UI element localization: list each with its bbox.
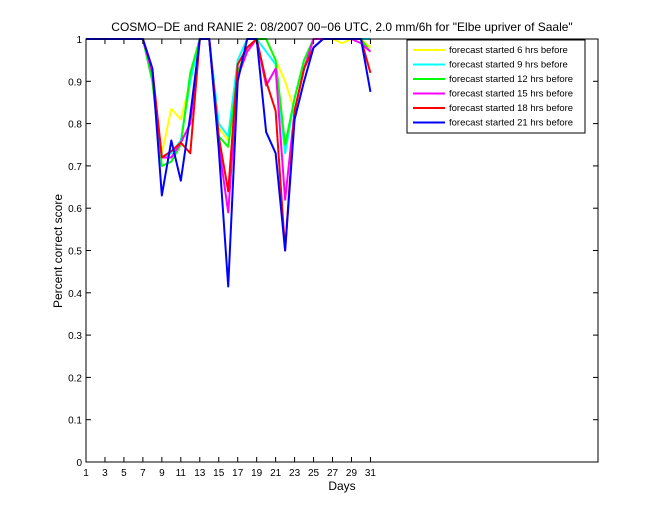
x-tick-label: 1 bbox=[83, 468, 89, 479]
x-tick-label: 25 bbox=[308, 468, 320, 479]
axes: 1 3 5 7 9 11 13 15 17 19 21 23 25 27 29 31 00.10.20.30.… bbox=[68, 35, 599, 479]
x-tick-label: 15 bbox=[213, 468, 225, 479]
legend-label: forecast started 6 hrs before bbox=[449, 45, 568, 56]
y-tick-label: 1 bbox=[76, 35, 82, 46]
x-tick-label: 27 bbox=[327, 468, 339, 479]
y-tick-label: 0.7 bbox=[68, 162, 82, 173]
legend: forecast started 6 hrs before forecast st… bbox=[406, 39, 586, 134]
legend-label: forecast started 18 hrs before bbox=[449, 103, 573, 114]
x-tick-label: 31 bbox=[365, 468, 377, 479]
legend-label: forecast started 21 hrs before bbox=[449, 118, 573, 129]
legend-label: forecast started 12 hrs before bbox=[449, 74, 573, 85]
x-tick-label: 29 bbox=[346, 468, 358, 479]
y-tick-label: 0 bbox=[76, 458, 82, 469]
y-tick-label: 0.2 bbox=[68, 373, 82, 384]
y-tick-label: 0.9 bbox=[68, 77, 82, 88]
y-axis: 0 0.1 0.2 0.3 0.4 0.5 0.6 0.7 0.8 0.9 1 bbox=[68, 35, 598, 469]
x-tick-label: 23 bbox=[289, 468, 301, 479]
x-tick-label: 3 bbox=[102, 468, 108, 479]
x-tick-label: 9 bbox=[159, 468, 165, 479]
x-tick-label: 5 bbox=[121, 468, 127, 479]
y-tick-label: 0.6 bbox=[68, 204, 82, 215]
x-tick-label: 7 bbox=[140, 468, 146, 479]
legend-label: forecast started 9 hrs before bbox=[449, 60, 568, 71]
x-tick-label: 13 bbox=[194, 468, 206, 479]
x-tick-label: 11 bbox=[176, 468, 187, 479]
chart-title: COSMO−DE and RANIE 2: 08/2007 00−06 UTC,… bbox=[111, 20, 572, 34]
y-tick-label: 0.3 bbox=[68, 331, 82, 342]
legend-box bbox=[406, 39, 586, 134]
x-axis: 1 3 5 7 9 11 13 15 17 19 21 23 25 27 29 31 bbox=[83, 39, 376, 479]
x-tick-label: 17 bbox=[232, 468, 244, 479]
x-tick-label: 21 bbox=[270, 468, 282, 479]
y-axis-label: Percent correct score bbox=[51, 194, 65, 308]
legend-label: forecast started 15 hrs before bbox=[449, 89, 573, 100]
y-tick-label: 0.1 bbox=[68, 416, 82, 427]
y-tick-label: 0.8 bbox=[68, 120, 82, 131]
y-tick-label: 0.4 bbox=[68, 289, 82, 300]
x-tick-label: 19 bbox=[251, 468, 263, 479]
y-tick-label: 0.5 bbox=[68, 247, 82, 258]
x-axis-label: Days bbox=[328, 479, 355, 493]
